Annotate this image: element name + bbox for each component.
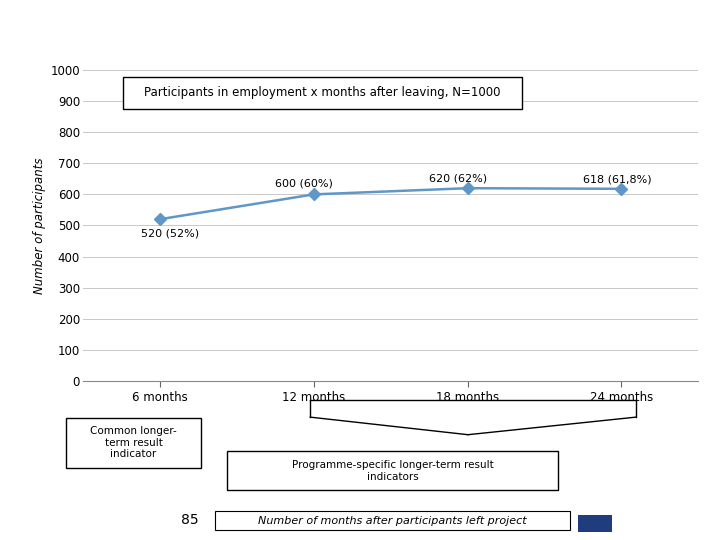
Bar bbox=[578, 515, 612, 532]
Text: 600 (60%): 600 (60%) bbox=[275, 179, 333, 189]
Text: Participants in employment x months after leaving, N=1000: Participants in employment x months afte… bbox=[144, 86, 500, 99]
Text: 618 (61,8%): 618 (61,8%) bbox=[583, 174, 652, 185]
Text: 520 (52%): 520 (52%) bbox=[141, 228, 199, 239]
Text: Common longer-
term result
indicator: Common longer- term result indicator bbox=[90, 426, 177, 460]
FancyBboxPatch shape bbox=[66, 418, 201, 468]
Y-axis label: Number of participants: Number of participants bbox=[33, 157, 46, 294]
Bar bbox=[215, 511, 570, 530]
Text: Programme-specific longer-term result
indicators: Programme-specific longer-term result in… bbox=[292, 460, 493, 482]
FancyBboxPatch shape bbox=[123, 77, 521, 109]
Text: 85: 85 bbox=[181, 513, 199, 527]
Text: 620 (62%): 620 (62%) bbox=[429, 174, 487, 184]
FancyBboxPatch shape bbox=[227, 451, 558, 490]
Text: Number of months after participants left project: Number of months after participants left… bbox=[258, 516, 527, 526]
